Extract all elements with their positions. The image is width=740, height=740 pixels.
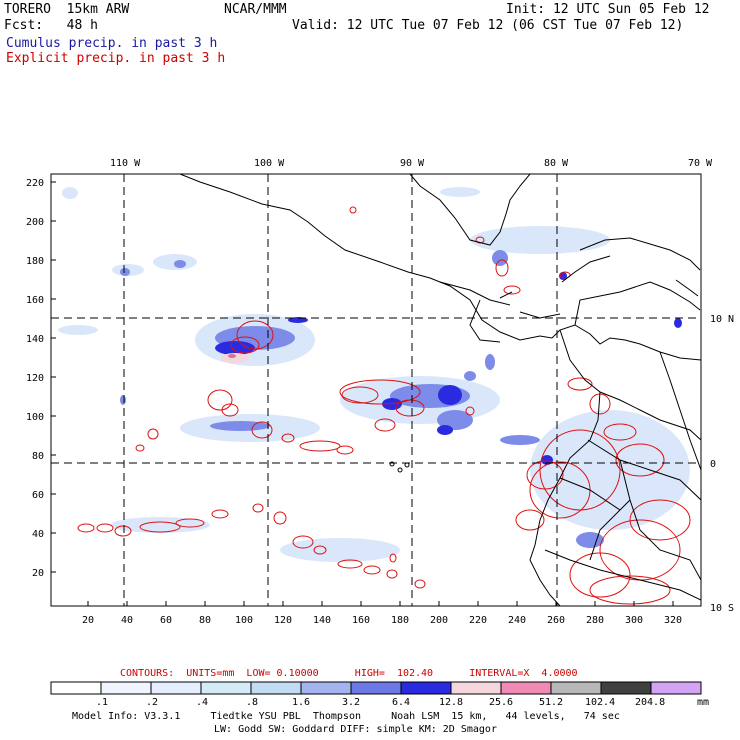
model-name: TORERO 15km ARW xyxy=(4,2,130,17)
lon-label-80w: 80 W xyxy=(544,158,569,169)
lon-label-100w: 100 W xyxy=(254,158,285,169)
x-tick-140: 140 xyxy=(313,615,331,626)
lon-label-110w: 110 W xyxy=(110,158,141,169)
colorbar-cell xyxy=(500,681,552,695)
colorbar-label: .4 xyxy=(196,697,209,708)
x-tick-80: 80 xyxy=(199,615,211,626)
colorbar-cell xyxy=(50,681,102,695)
x-tick-20: 20 xyxy=(82,615,94,626)
colorbar-cell xyxy=(550,681,602,695)
colorbar-cell xyxy=(300,681,352,695)
x-tick-200: 200 xyxy=(430,615,448,626)
model-info-line2: LW: Godd SW: Goddard DIFF: simple KM: 2D… xyxy=(214,724,497,735)
graticule xyxy=(51,174,701,606)
x-tick-280: 280 xyxy=(586,615,604,626)
x-tick-160: 160 xyxy=(352,615,370,626)
colorbar-label: .8 xyxy=(246,697,259,708)
model-info-line1: Model Info: V3.3.1 Tiedtke YSU PBL Thomp… xyxy=(72,711,620,722)
colorbar-label: .2 xyxy=(146,697,159,708)
y-tick-60: 60 xyxy=(32,490,44,501)
y-tick-120: 120 xyxy=(26,373,44,384)
colorbar-cell xyxy=(200,681,252,695)
x-tick-300: 300 xyxy=(625,615,643,626)
colorbar-cell xyxy=(150,681,202,695)
colorbar xyxy=(50,681,702,695)
colorbar-label: 102.4 xyxy=(585,697,616,708)
x-tick-220: 220 xyxy=(469,615,487,626)
x-tick-40: 40 xyxy=(121,615,133,626)
legend-explicit: Explicit precip. in past 3 h xyxy=(6,51,226,66)
y-tick-140: 140 xyxy=(26,334,44,345)
lat-label-0: 0 xyxy=(710,459,716,470)
colorbar-cell xyxy=(450,681,502,695)
y-tick-200: 200 xyxy=(26,217,44,228)
colorbar-label: 204.8 xyxy=(635,697,666,708)
valid-time: Valid: 12 UTC Tue 07 Feb 12 (06 CST Tue … xyxy=(292,18,684,33)
y-tick-80: 80 xyxy=(32,451,44,462)
legend-cumulus: Cumulus precip. in past 3 h xyxy=(6,36,218,51)
colorbar-cell xyxy=(350,681,402,695)
colorbar-label: 3.2 xyxy=(342,697,361,708)
y-tick-180: 180 xyxy=(26,256,44,267)
center-name: NCAR/MMM xyxy=(224,2,287,17)
colorbar-unit: mm xyxy=(697,697,710,708)
colorbar-label: 12.8 xyxy=(439,697,464,708)
colorbar-cell xyxy=(400,681,452,695)
colorbar-label: 1.6 xyxy=(292,697,311,708)
forecast-hour: Fcst: 48 h xyxy=(4,18,98,33)
colorbar-cell xyxy=(650,681,702,695)
init-time: Init: 12 UTC Sun 05 Feb 12 xyxy=(506,2,710,17)
x-tick-320: 320 xyxy=(664,615,682,626)
lon-label-90w: 90 W xyxy=(400,158,425,169)
y-tick-160: 160 xyxy=(26,295,44,306)
lat-label-10s: 10 S xyxy=(710,603,734,614)
precip-shading xyxy=(58,174,701,606)
x-tick-120: 120 xyxy=(274,615,292,626)
colorbar-cell xyxy=(600,681,652,695)
x-tick-60: 60 xyxy=(160,615,172,626)
colorbar-label: 51.2 xyxy=(539,697,564,708)
colorbar-cell xyxy=(250,681,302,695)
y-tick-20: 20 xyxy=(32,568,44,579)
y-tick-100: 100 xyxy=(26,412,44,423)
colorbar-label: 6.4 xyxy=(392,697,411,708)
y-tick-220: 220 xyxy=(26,178,44,189)
x-tick-180: 180 xyxy=(391,615,409,626)
map-frame xyxy=(50,173,702,607)
colorbar-cell xyxy=(100,681,152,695)
lon-label-70w: 70 W xyxy=(688,158,713,169)
colorbar-label: 25.6 xyxy=(489,697,514,708)
contours-info: CONTOURS: UNITS=mm LOW= 0.10000 HIGH= 10… xyxy=(120,668,578,679)
y-tick-40: 40 xyxy=(32,529,44,540)
x-tick-260: 260 xyxy=(547,615,565,626)
x-tick-100: 100 xyxy=(235,615,253,626)
lat-label-10n: 10 N xyxy=(710,314,734,325)
x-tick-240: 240 xyxy=(508,615,526,626)
colorbar-label: .1 xyxy=(96,697,109,708)
